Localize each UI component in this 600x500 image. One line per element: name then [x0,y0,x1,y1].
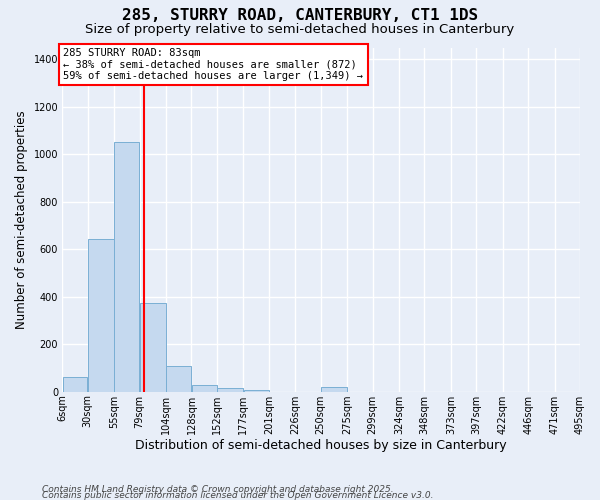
Bar [217,388,243,392]
Text: 285, STURRY ROAD, CANTERBURY, CT1 1DS: 285, STURRY ROAD, CANTERBURY, CT1 1DS [122,8,478,22]
Bar [192,384,217,392]
Bar [62,378,88,392]
Text: Contains public sector information licensed under the Open Government Licence v3: Contains public sector information licen… [42,490,433,500]
Text: Contains HM Land Registry data © Crown copyright and database right 2025.: Contains HM Land Registry data © Crown c… [42,484,394,494]
X-axis label: Distribution of semi-detached houses by size in Canterbury: Distribution of semi-detached houses by … [136,440,507,452]
Bar [140,302,166,392]
Bar [115,142,139,392]
Y-axis label: Number of semi-detached properties: Number of semi-detached properties [15,110,28,329]
Bar [321,387,347,392]
Bar [244,390,269,392]
Text: Size of property relative to semi-detached houses in Canterbury: Size of property relative to semi-detach… [85,22,515,36]
Bar [166,366,191,392]
Text: 285 STURRY ROAD: 83sqm
← 38% of semi-detached houses are smaller (872)
59% of se: 285 STURRY ROAD: 83sqm ← 38% of semi-det… [64,48,364,81]
Bar [88,238,114,392]
